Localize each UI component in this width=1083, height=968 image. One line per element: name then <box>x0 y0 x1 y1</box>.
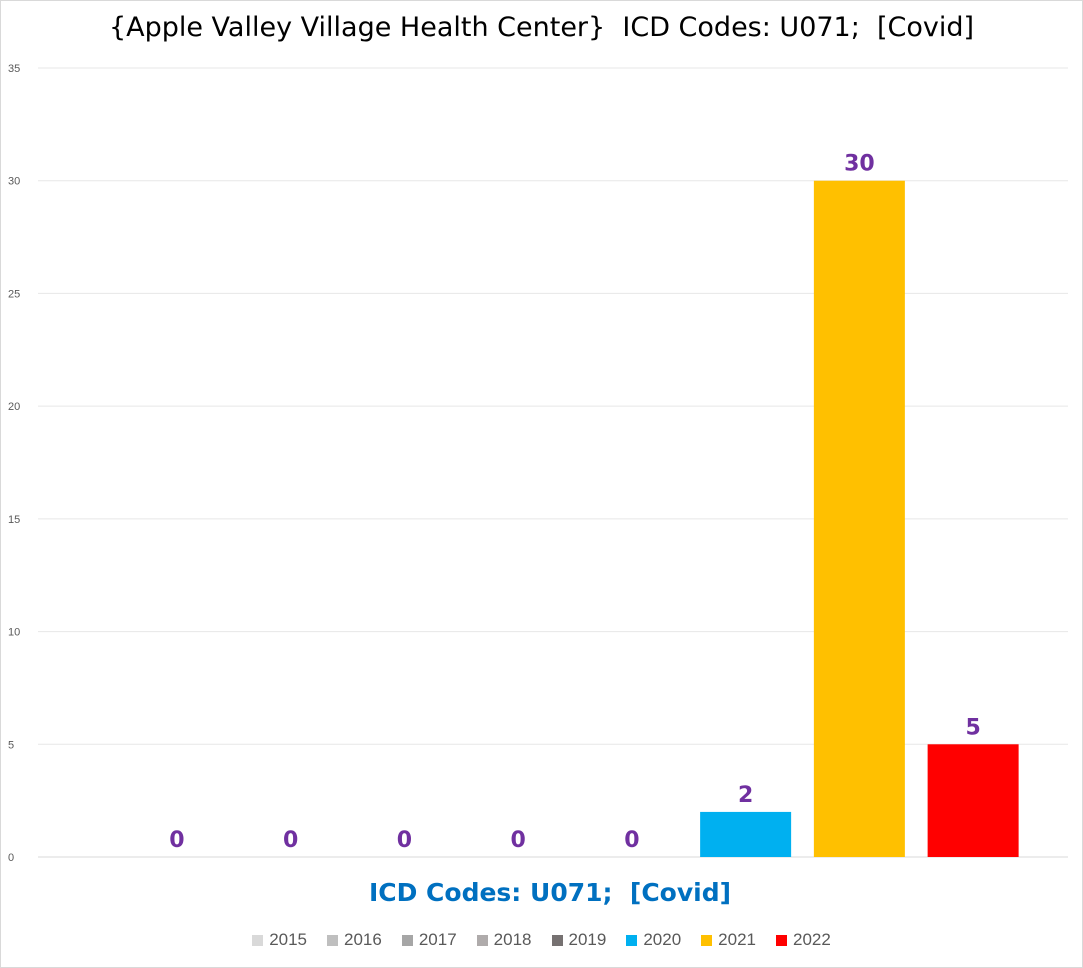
bar-2021 <box>813 180 905 857</box>
legend-swatch <box>701 934 713 946</box>
legend-swatch <box>252 934 264 946</box>
legend-label: 2017 <box>418 930 457 949</box>
y-tick-label: 10 <box>8 627 20 639</box>
y-tick-label: 15 <box>8 514 20 526</box>
legend-item-2016: 2016 <box>327 930 382 950</box>
data-label-2019: 0 <box>624 828 639 853</box>
data-label-2016: 0 <box>283 828 298 853</box>
legend-item-2017: 2017 <box>401 930 457 950</box>
data-label-2020: 2 <box>738 783 753 808</box>
legend-item-2018: 2018 <box>476 930 532 950</box>
legend-swatch <box>626 934 638 946</box>
legend-label: 2015 <box>269 930 308 949</box>
x-axis-label: ICD Codes: U071; [Covid] <box>368 878 732 907</box>
legend-swatch <box>476 934 488 946</box>
legend-label: 2021 <box>718 930 756 949</box>
y-tick-label: 35 <box>8 63 20 75</box>
legend-label: 2019 <box>568 930 607 949</box>
legend-item-2015: 2015 <box>252 930 307 950</box>
data-label-2017: 0 <box>397 828 412 853</box>
data-label-2018: 0 <box>510 828 525 853</box>
y-tick-label: 5 <box>8 739 14 751</box>
legend-swatch <box>327 934 339 946</box>
legend-item-2019: 2019 <box>551 930 607 950</box>
legend-label: 2018 <box>493 930 532 949</box>
chart-title: {Apple Valley Village Health Center} ICD… <box>108 12 975 43</box>
bar-2022 <box>927 744 1019 857</box>
legend-label: 2022 <box>792 930 831 949</box>
legend-label: 2020 <box>643 930 682 949</box>
legend: 2015 2016 2017 2018 2019 2020 2021 2022 <box>0 930 1083 950</box>
legend-label: 2016 <box>344 930 382 949</box>
legend-item-2022: 2022 <box>775 930 831 950</box>
y-tick-label: 20 <box>8 401 20 413</box>
data-label-2015: 0 <box>169 828 184 853</box>
y-tick-label: 30 <box>8 176 20 188</box>
legend-swatch <box>551 934 563 946</box>
bar-2020 <box>700 811 792 857</box>
y-tick-label: 25 <box>8 288 20 300</box>
data-label-2021: 30 <box>844 152 875 177</box>
legend-swatch <box>775 934 787 946</box>
legend-item-2020: 2020 <box>626 930 681 950</box>
legend-item-2021: 2021 <box>701 930 756 950</box>
legend-swatch <box>401 934 413 946</box>
y-tick-label: 0 <box>8 852 14 864</box>
data-label-2022: 5 <box>965 715 980 740</box>
